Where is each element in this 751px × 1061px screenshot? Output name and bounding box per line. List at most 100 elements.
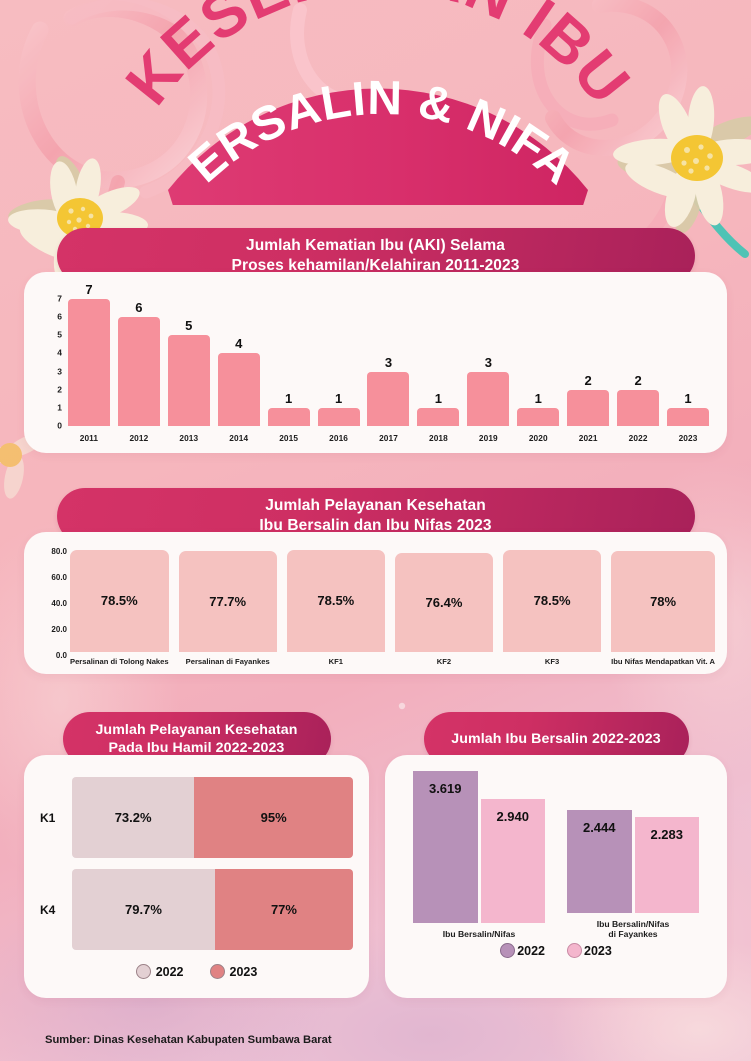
- chart2-y-tick: 80.0: [51, 547, 67, 556]
- chart2-x-label: Persalinan di Fayankes: [185, 657, 270, 666]
- chart2-column: 78% Ibu Nifas Mendapatkan Vit. A: [611, 544, 715, 666]
- chart4-bars: 2.444 2.283: [567, 773, 699, 913]
- chart3-row-label: K4: [40, 902, 56, 917]
- chart2-x-label: KF3: [544, 657, 560, 666]
- chart1-bar-wrap: 4: [214, 299, 264, 426]
- chart1-bar-wrap: 1: [264, 299, 314, 426]
- chart2-columns: 78.5% Persalinan di Tolong Nakes 77.7% Pers…: [70, 544, 715, 666]
- section2-banner-line2: Ibu Bersalin dan Ibu Nifas 2023: [259, 517, 492, 534]
- chart2-bar: 78.5%: [286, 549, 385, 652]
- chart2-bar-value: 77.7%: [209, 594, 247, 609]
- chart2-y-tick: 0.0: [55, 651, 67, 660]
- chart2-x-label: Ibu Nifas Mendapatkan Vit. A: [611, 657, 715, 666]
- chart1-bar: 1: [517, 391, 560, 426]
- chart1-bar-value: 6: [135, 300, 143, 316]
- chart1-bar-wrap: 1: [413, 299, 463, 426]
- chart2-column: 78.5% KF3: [503, 544, 602, 666]
- chart4-group-label: Ibu Bersalin/Nifas di Fayankes: [567, 919, 699, 939]
- chart2-column: 76.4% KF2: [394, 544, 494, 666]
- chart4-legend-label: 2022: [517, 943, 545, 958]
- chart2-bar-value: 78.5%: [533, 593, 571, 609]
- chart1-y-axis: 7 6 5 4 3 2 1 0: [40, 290, 62, 429]
- chart2-y-tick: 60.0: [51, 573, 67, 582]
- section3-card: K1 73.2% 95% K4 79.7% 77% 2022 2023: [24, 755, 369, 998]
- chart1-x-label: 2023: [678, 433, 698, 443]
- chart2-bar-value: 76.4%: [425, 594, 463, 610]
- chart2-y-axis: 80.0 60.0 40.0 20.0 0.0: [36, 544, 67, 660]
- chart1-bar: 3: [467, 355, 510, 426]
- chart1-bar: 3: [367, 355, 410, 426]
- chart1-column: 2 2021: [563, 290, 613, 443]
- chart4-group-label-line: di Fayankes: [608, 928, 658, 939]
- chart1-column: 4 2014: [214, 290, 264, 443]
- chart1-bar-value: 5: [185, 318, 193, 334]
- chart1-x-label: 2014: [229, 433, 249, 443]
- chart1-bar-value: 3: [484, 354, 492, 370]
- chart3-legend-item: 2023: [209, 964, 257, 979]
- chart2-bar-value: 78.5%: [317, 593, 355, 609]
- chart1-bar-wrap: 3: [364, 299, 414, 426]
- chart1-bar-wrap: 1: [314, 299, 364, 426]
- chart4-bar-2022: 3.619: [413, 770, 478, 923]
- source-footer: Sumber: Dinas Kesehatan Kabupaten Sumbaw…: [45, 1034, 332, 1046]
- chart1-y-tick: 7: [57, 293, 62, 304]
- chart3-row: K1 73.2% 95%: [40, 777, 353, 858]
- chart1-x-label: 2013: [179, 433, 199, 443]
- chart2-x-label: KF2: [436, 657, 452, 666]
- chart4-bar-2023: 2.283: [634, 816, 699, 913]
- chart1-bar-wrap: 5: [164, 299, 214, 426]
- chart3-segment-value: 73.2%: [114, 810, 152, 825]
- chart1-columns: 7 2011 6 2012 5 2013 4 2014 1 2015 1 2016 3 2017 1 2018…: [64, 282, 713, 443]
- chart2-x-label: Persalinan di Tolong Nakes: [70, 657, 169, 666]
- chart2-bar-value: 78.5%: [100, 593, 138, 609]
- chart1-x-label: 2017: [379, 433, 398, 443]
- chart1-bar: 1: [667, 391, 710, 426]
- chart1-bar-wrap: 1: [663, 299, 713, 426]
- chart1-bar: 4: [217, 336, 260, 426]
- chart1-y-tick: 1: [57, 402, 62, 413]
- chart1-bar-value: 1: [434, 390, 443, 406]
- chart4-legend-item: 2023: [567, 943, 612, 958]
- chart2-y-tick: 20.0: [51, 625, 67, 634]
- chart1-bar-value: 1: [285, 390, 293, 406]
- chart1-bar-value: 1: [684, 390, 692, 406]
- legend-swatch-icon: [209, 964, 225, 979]
- chart4-bar-2022: 2.444: [567, 810, 632, 913]
- chart4-legend: 2022 2023: [399, 943, 713, 958]
- chart3-segment-2022: 73.2%: [72, 777, 195, 858]
- chart1-bar-wrap: 1: [513, 299, 563, 426]
- section3-banner-line2: Pada Ibu Hamil 2022-2023: [108, 740, 285, 756]
- section-maternal-deaths: Jumlah Kematian Ibu (AKI) Selama Proses …: [24, 228, 727, 453]
- chart3-bar-track: 79.7% 77%: [72, 869, 353, 950]
- chart1-y-tick: 6: [57, 311, 62, 322]
- chart4-group-label: Ibu Bersalin/Nifas: [413, 929, 545, 939]
- chart1-x-label: 2020: [528, 433, 548, 443]
- chart1-bar: 2: [567, 373, 610, 426]
- chart1-bar-wrap: 6: [114, 299, 164, 426]
- chart3-segment-value: 95%: [260, 810, 287, 825]
- chart-ibu-hamil: K1 73.2% 95% K4 79.7% 77%: [40, 777, 353, 950]
- chart1-bar: 5: [167, 318, 210, 426]
- chart1-bar: 6: [117, 300, 160, 426]
- chart4-legend-item: 2022: [500, 943, 545, 958]
- chart1-bar-wrap: 2: [613, 299, 663, 426]
- chart3-segment-value: 79.7%: [125, 902, 162, 917]
- chart1-x-label: 2015: [279, 433, 299, 443]
- chart1-column: 1 2015: [264, 290, 314, 443]
- chart2-bar: 76.4%: [394, 552, 494, 652]
- chart1-column: 1 2016: [314, 290, 364, 443]
- chart-aki-per-year: 7 6 5 4 3 2 1 0 7 2011 6 2012 5 2013 4 2014 1 2015 1 2016 3…: [57, 282, 713, 443]
- chart1-bar-value: 3: [384, 354, 393, 370]
- chart1-bar-wrap: 7: [64, 282, 114, 426]
- chart2-column: 78.5% KF1: [286, 544, 385, 666]
- chart3-row: K4 79.7% 77%: [40, 869, 353, 950]
- chart1-y-tick: 0: [57, 420, 62, 431]
- chart-pelayanan-2023: 80.0 60.0 40.0 20.0 0.0 78.5% Persalinan di T…: [51, 544, 715, 666]
- chart3-legend-item: 2022: [135, 964, 184, 979]
- chart3-bar-track: 73.2% 95%: [72, 777, 353, 858]
- chart1-y-tick: 2: [57, 383, 62, 394]
- section-pregnant-services: Jumlah Pelayanan Kesehatan Pada Ibu Hami…: [24, 712, 369, 998]
- chart1-column: 7 2011: [64, 282, 114, 443]
- chart1-y-tick: 3: [57, 365, 62, 376]
- chart2-column: 77.7% Persalinan di Fayankes: [178, 544, 277, 666]
